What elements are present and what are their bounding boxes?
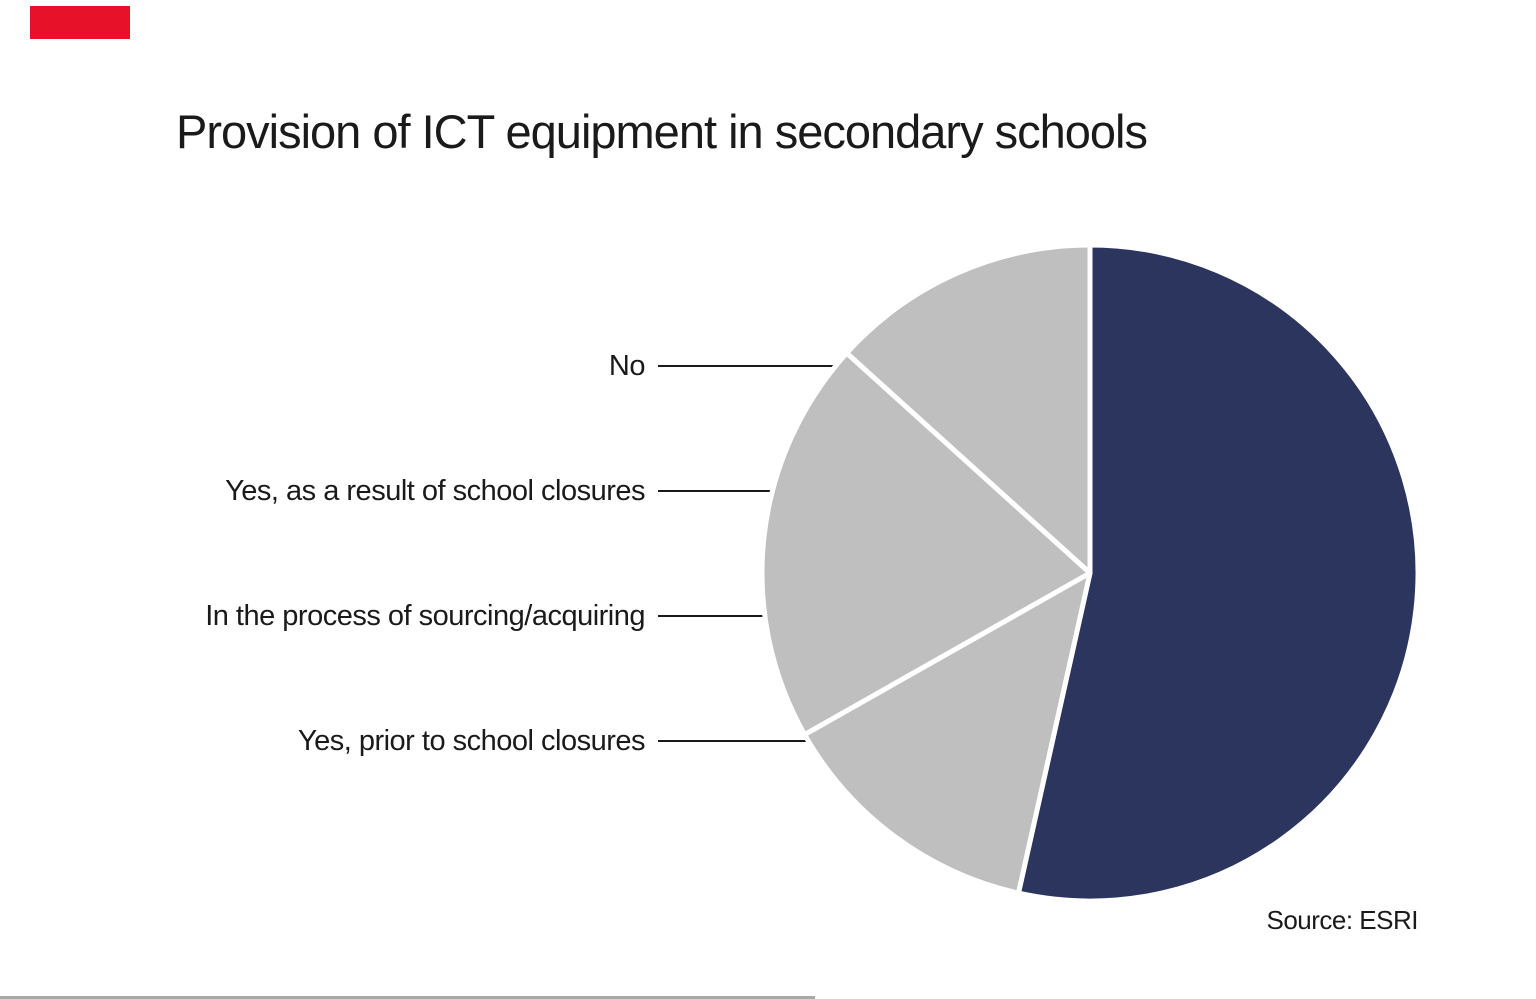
category-label-yes-result: Yes, as a result of school closures (225, 475, 645, 507)
leader-line-yes-prior (658, 740, 888, 742)
leader-line-no (658, 365, 950, 367)
pie-slice-3 (844, 242, 1093, 576)
pie-chart (759, 242, 1421, 904)
leader-line-in-process (658, 615, 817, 617)
category-label-in-process: In the process of sourcing/acquiring (205, 600, 645, 632)
source-credit: Source: ESRI (1266, 905, 1418, 935)
category-label-yes-prior: Yes, prior to school closures (297, 725, 646, 757)
page-title: Provision of ICT equipment in secondary … (176, 105, 1148, 158)
pie-slice-2 (759, 350, 1093, 738)
pie-slice-1 (802, 570, 1093, 896)
pie-slice-0 (1015, 242, 1421, 904)
brand-red-mark (30, 6, 130, 39)
bottom-border-line (0, 996, 815, 999)
category-label-no: No (608, 350, 646, 382)
